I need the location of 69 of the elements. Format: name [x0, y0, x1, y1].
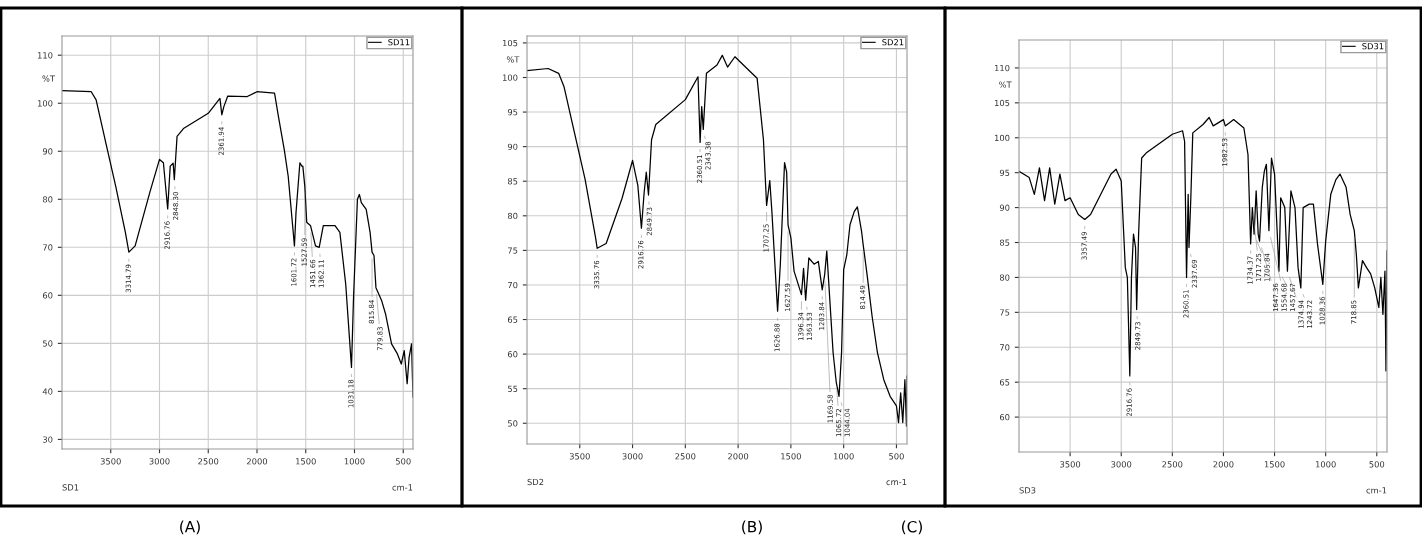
y-tick-label: 80 — [999, 274, 1010, 281]
y-tick-label: 65 — [999, 379, 1010, 386]
x-tick-label: 3000 — [149, 458, 170, 465]
y-axis-title: %T — [999, 81, 1012, 88]
legend-label: SD11 — [388, 39, 410, 46]
y-tick-label: 90 — [42, 148, 53, 155]
x-tick-label: 2500 — [675, 453, 696, 460]
legend-label: SD31 — [1362, 43, 1384, 50]
y-axis-title: %T — [42, 75, 56, 82]
x-tick-label: 3000 — [1111, 461, 1132, 468]
y-tick-label: 70 — [43, 244, 53, 251]
y-tick-label: 60 — [42, 292, 53, 299]
y-tick-label: 40 — [42, 388, 53, 395]
y-axis-title: %T — [506, 56, 520, 63]
x-tick-label: 1500 — [296, 458, 316, 465]
y-tick-label: 100 — [994, 134, 1010, 142]
y-tick-label: 85 — [507, 178, 518, 185]
x-tick-label: 3500 — [100, 458, 121, 465]
x-axis-title: cm-1 — [886, 478, 907, 486]
y-tick-label: 65 — [507, 316, 518, 323]
y-tick-label: 80 — [42, 196, 53, 203]
y-tick-label: 50 — [43, 340, 53, 347]
x-tick-label: 2000 — [247, 458, 268, 465]
x-axis-title: cm-1 — [1366, 487, 1387, 494]
y-tick-label: 30 — [43, 436, 53, 443]
y-tick-label: 100 — [502, 74, 518, 81]
y-tick-label: 50 — [508, 420, 518, 427]
text: (B) — [742, 520, 762, 535]
x-tick-label: 3000 — [622, 453, 643, 460]
y-tick-label: 105 — [994, 99, 1010, 107]
x-tick-label: 1000 — [344, 458, 365, 465]
y-tick-label: 55 — [508, 385, 518, 392]
y-tick-label: 70 — [1000, 344, 1010, 351]
x-tick-label: 1500 — [1264, 461, 1285, 468]
x-tick-label: 1000 — [1315, 461, 1336, 468]
x-tick-label: 500 — [1369, 461, 1385, 468]
x-tick-label: 2500 — [1162, 461, 1183, 468]
y-tick-label: 75 — [508, 247, 518, 254]
y-tick-label: 85 — [999, 239, 1010, 246]
x-tick-label: 3500 — [1060, 461, 1081, 468]
text: SD2 — [527, 478, 544, 486]
x-tick-label: 2500 — [198, 458, 219, 465]
y-tick-label: 95 — [507, 109, 518, 116]
y-tick-label: 60 — [507, 351, 518, 358]
y-tick-label: 100 — [37, 100, 53, 107]
text: (C) — [902, 520, 922, 535]
text: (A) — [180, 520, 200, 535]
x-tick-label: 1000 — [833, 453, 854, 460]
x-tick-label: 2000 — [1213, 461, 1234, 468]
x-axis-title: cm-1 — [392, 484, 413, 491]
y-tick-label: 80 — [507, 212, 518, 220]
x-tick-label: 3500 — [569, 453, 590, 460]
line-series — [1019, 116, 1387, 377]
legend-label: SD21 — [882, 39, 904, 46]
y-tick-label: 70 — [508, 281, 518, 289]
y-tick-label: 95 — [999, 169, 1010, 176]
y-tick-label: 60 — [999, 414, 1010, 421]
y-tick-label: 105 — [502, 39, 518, 47]
y-tick-label: 110 — [37, 52, 53, 59]
x-tick-label: 1500 — [781, 453, 801, 460]
y-tick-label: 90 — [999, 204, 1010, 211]
y-tick-label: 90 — [507, 143, 518, 150]
y-tick-label: 110 — [994, 64, 1010, 72]
x-tick-label: 500 — [395, 458, 411, 465]
text: SD3 — [1019, 487, 1036, 494]
y-tick-label: 75 — [1000, 309, 1010, 316]
x-tick-label: 2000 — [728, 453, 749, 460]
text: SD1 — [62, 484, 79, 491]
x-tick-label: 500 — [889, 453, 904, 460]
